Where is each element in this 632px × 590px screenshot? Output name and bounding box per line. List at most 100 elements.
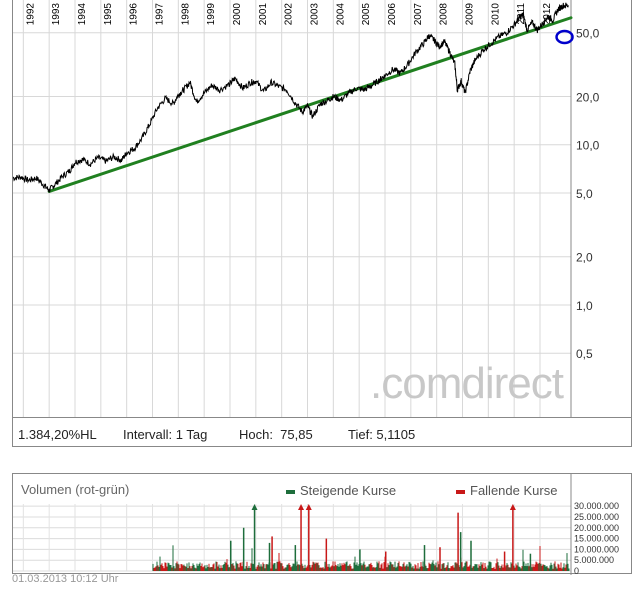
volume-bar-down [498, 565, 500, 571]
volume-bar-up [185, 566, 187, 571]
volume-bar-up [488, 561, 490, 571]
volume-bar-up [360, 563, 362, 571]
volume-bar-up [396, 566, 398, 571]
volume-bar-down [404, 566, 406, 571]
volume-bar-up [475, 564, 477, 571]
volume-bar-down [174, 568, 176, 571]
stat-tief: Tief: 5,1105 [348, 427, 416, 442]
volume-bar-down [335, 564, 337, 571]
volume-bar-up [173, 566, 175, 571]
volume-bar-down [493, 566, 495, 571]
volume-bar-up [196, 563, 198, 571]
volume-bar-down [233, 565, 235, 571]
volume-bar-down [341, 563, 343, 571]
volume-bar-down [314, 563, 316, 571]
volume-bar-down [231, 564, 233, 571]
volume-bar-down [374, 567, 376, 571]
volume-arrow-head [305, 504, 312, 510]
volume-bar-up [224, 561, 226, 571]
volume-bar-up [546, 565, 548, 571]
volume-bar-up [480, 562, 482, 571]
volume-bar-down [290, 567, 292, 571]
volume-bar-down [187, 568, 189, 571]
volume-bar-down [239, 562, 241, 571]
volume-bar-up [215, 561, 217, 571]
volume-spike [457, 512, 459, 571]
volume-bar-down [505, 565, 507, 571]
volume-bar-down [561, 568, 563, 571]
volume-bar-down [270, 568, 272, 571]
year-tick-label: 2006 [387, 3, 398, 26]
volume-spike [459, 532, 462, 571]
volume-bar-down [306, 566, 308, 571]
volume-bar-down [453, 567, 455, 571]
volume-bar-down [482, 562, 484, 571]
volume-bar-down [217, 566, 219, 571]
volume-bar-up [152, 563, 154, 571]
volume-bar-down [347, 566, 349, 571]
volume-bar-up [190, 568, 192, 571]
volume-bar-up [441, 564, 443, 571]
volume-bar-up [232, 563, 234, 571]
volume-bar-down [552, 568, 554, 571]
volume-bar-down [162, 566, 164, 571]
volume-bar-up [432, 560, 434, 571]
volume-bar-up [418, 568, 420, 571]
volume-bar-up [409, 562, 411, 571]
volume-bar-down [565, 564, 567, 571]
legend-up-label: Steigende Kurse [300, 483, 397, 498]
year-tick-label: 1999 [206, 3, 217, 26]
volume-bar-up [238, 567, 240, 571]
volume-bar-down [481, 564, 483, 571]
volume-bar-down [181, 564, 183, 571]
volume-bar-up [205, 568, 207, 571]
volume-bar-up [168, 563, 170, 571]
volume-bar-up [405, 565, 407, 571]
volume-bar-down [558, 564, 560, 571]
year-tick-label: 2012 [542, 3, 553, 26]
volume-bar-down [428, 562, 430, 571]
volume-bar-up [244, 568, 246, 571]
value-tick-label: 0,5 [576, 347, 593, 361]
volume-bar-down [492, 568, 494, 571]
volume-spike [242, 527, 245, 571]
volume-bar-up [474, 563, 476, 571]
volume-bar-down [437, 561, 439, 571]
volume-bar-down [310, 567, 312, 571]
volume-bar-up [372, 567, 374, 571]
volume-chart-panel: 30.000.000 25.000.000 20.000.000 15.000.000… [12, 473, 632, 575]
volume-spike [271, 536, 273, 571]
volume-bar-down [265, 564, 267, 571]
volume-bar-up [479, 566, 481, 571]
volume-bar-up [296, 561, 298, 571]
volume-bar-down [201, 563, 203, 571]
volume-bar-down [537, 563, 539, 571]
volume-bar-down [554, 561, 556, 571]
volume-bar-up [198, 563, 200, 571]
volume-bar-down [165, 562, 167, 571]
volume-bar-down [455, 562, 457, 571]
volume-bar-down [289, 564, 291, 571]
volume-bar-up [425, 565, 427, 571]
volume-bar-down [259, 566, 261, 571]
volume-bar-down [311, 564, 313, 571]
volume-bar-up [261, 566, 263, 571]
volume-bar-up [443, 563, 445, 571]
volume-bar-up [223, 564, 225, 571]
volume-bar-down [373, 566, 375, 571]
volume-tick-label: 10.000.000 [574, 544, 619, 554]
volume-bar-up [506, 563, 508, 571]
volume-bar-up [214, 568, 216, 571]
volume-bar-down [330, 566, 332, 571]
volume-bar-down [163, 568, 165, 571]
year-tick-label: 2007 [413, 3, 424, 26]
volume-bar-up [436, 567, 438, 571]
volume-bar-up [211, 567, 213, 571]
volume-bar-up [567, 563, 569, 571]
volume-bar-down [327, 566, 329, 571]
volume-bar-down [399, 566, 401, 571]
volume-bar-down [491, 567, 493, 571]
volume-bar-up [328, 563, 330, 571]
volume-bar-up [548, 568, 550, 571]
volume-arrow-head [251, 504, 258, 510]
